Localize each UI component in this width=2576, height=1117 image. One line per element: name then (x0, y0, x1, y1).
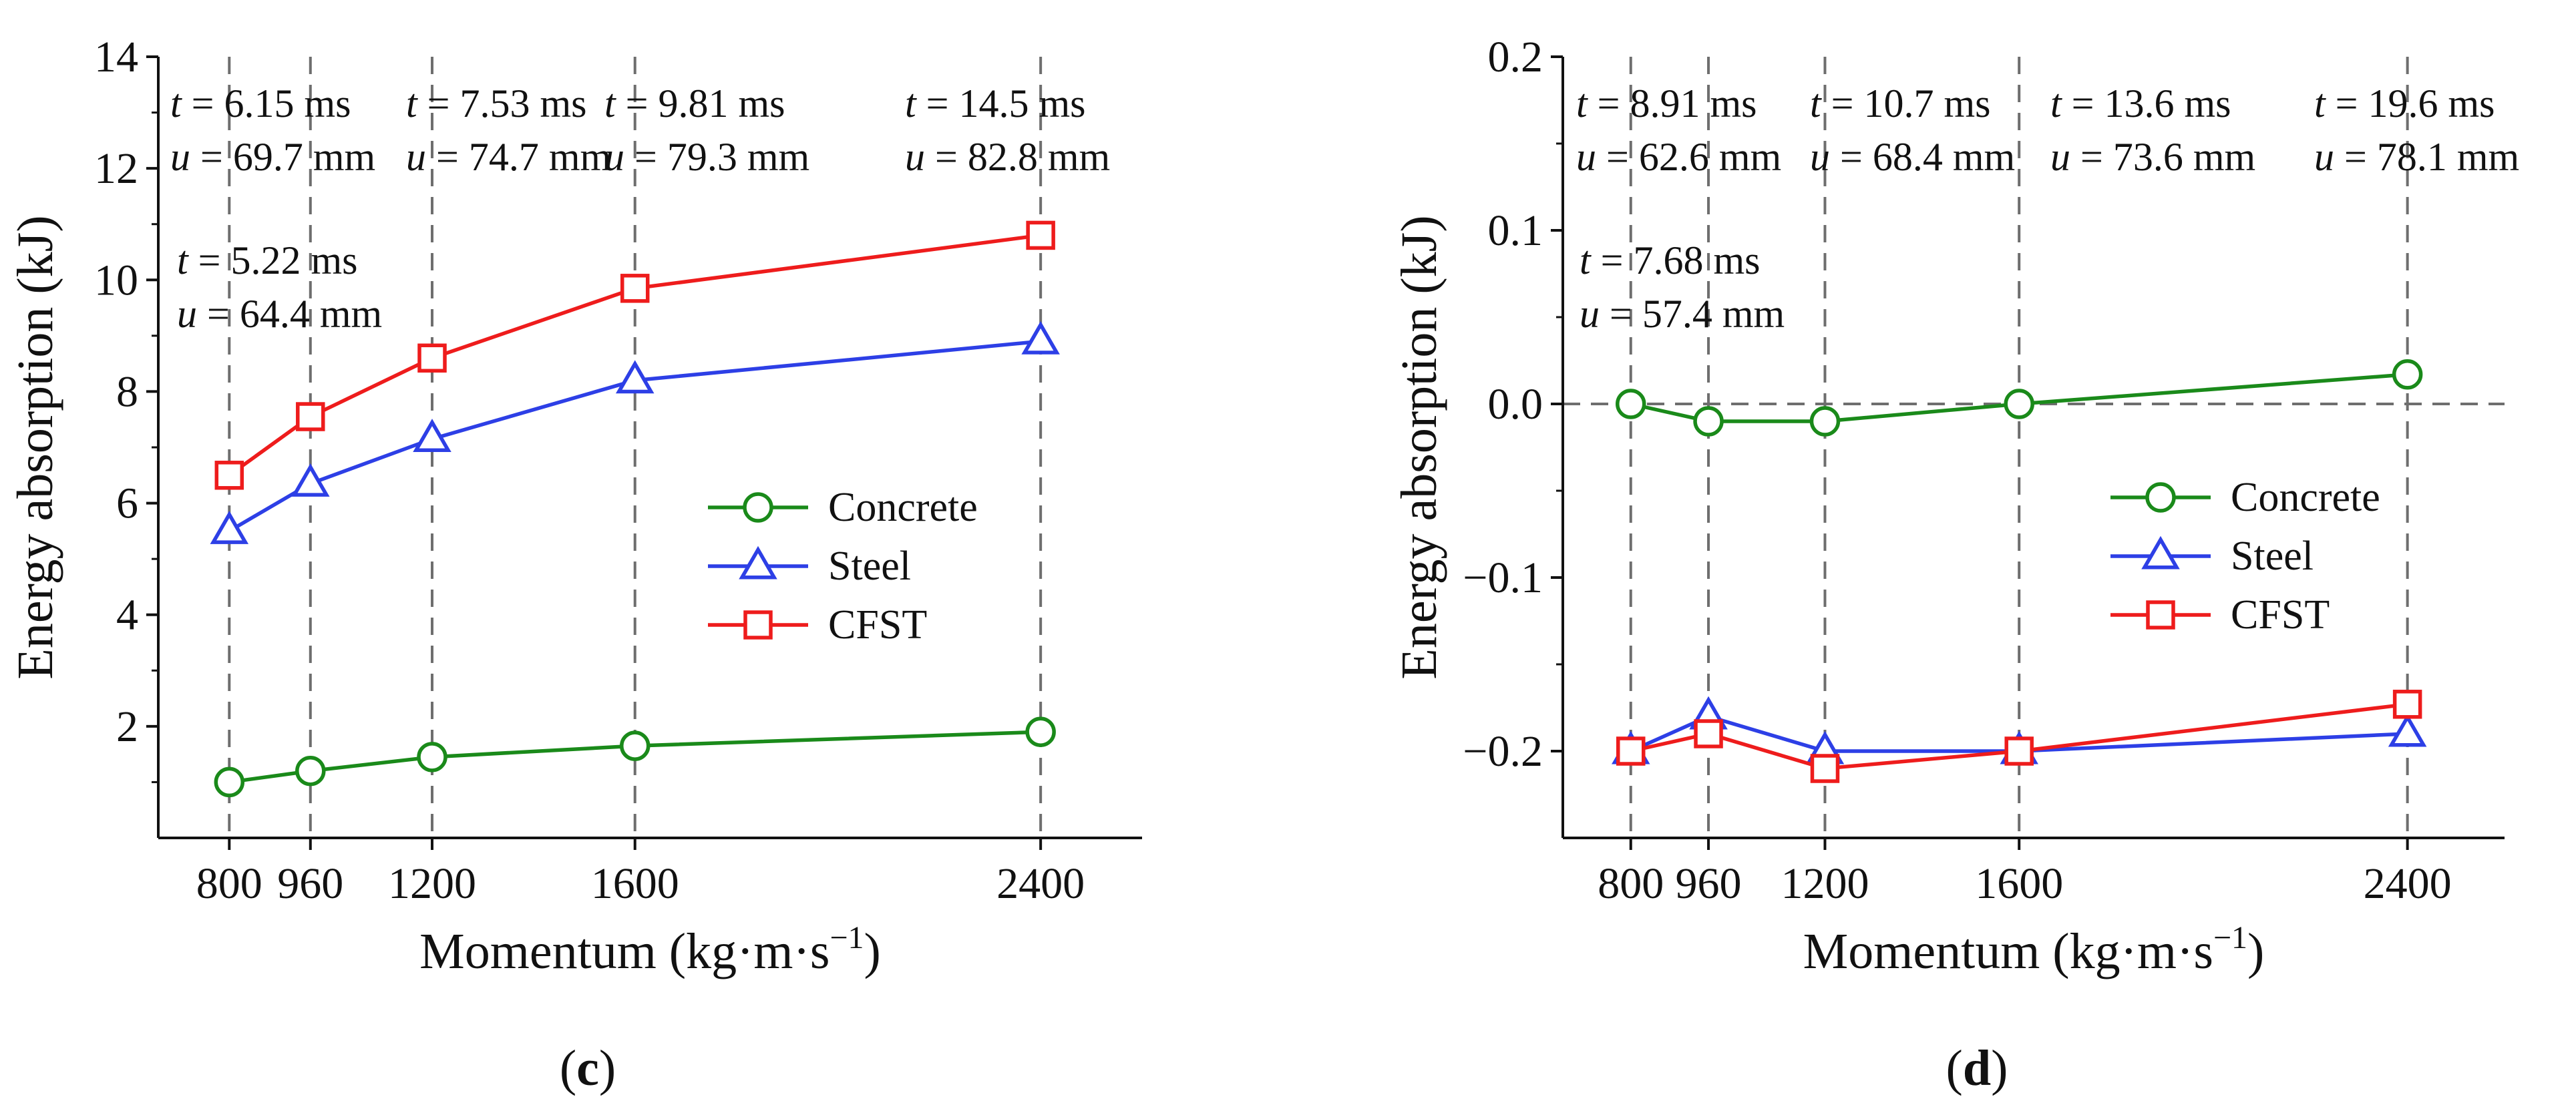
annotation-time: t = 19.6 ms (2314, 81, 2495, 126)
x-tick-label: 960 (277, 859, 343, 908)
data-point-cfst (1026, 220, 1055, 250)
annotation-time: t = 9.81 ms (604, 81, 785, 126)
y-tick-label: 10 (94, 256, 138, 304)
annotation-displacement: u = 82.8 mm (905, 135, 1110, 179)
annotation-displacement: u = 62.6 mm (1576, 135, 1781, 179)
panel-caption: (c) (560, 1040, 616, 1096)
annotation-time: t = 13.6 ms (2050, 81, 2231, 126)
data-point-cfst (1694, 719, 1723, 748)
x-tick-label: 800 (196, 859, 262, 908)
annotation-displacement: u = 73.6 mm (2050, 135, 2255, 179)
data-point-cfst (2004, 736, 2034, 766)
chart-panel-c: 2 4 6 8 10 12 14 800 960 1200 1600 2400 Momentum (kg… (7, 33, 1142, 1096)
data-point-concrete (417, 742, 447, 772)
legend-label-steel: Steel (828, 543, 911, 589)
data-point-cfst (620, 274, 650, 303)
annotation-time: t = 14.5 ms (905, 81, 1086, 126)
y-tick-label: 2 (116, 702, 138, 751)
panel-caption: (d) (1946, 1040, 2008, 1096)
legend-label-concrete: Concrete (2231, 475, 2380, 520)
annotation-time: t = 6.15 ms (170, 81, 351, 126)
data-point-steel (210, 511, 249, 544)
legend-marker-concrete (2145, 482, 2176, 513)
y-tick-label: 0.2 (1488, 33, 1543, 81)
data-point-cfst (1810, 754, 1840, 783)
x-tick-label: 1600 (1975, 859, 2063, 908)
y-tick-label: 4 (116, 591, 138, 640)
annotation-displacement: u = 79.3 mm (604, 135, 809, 179)
data-point-steel (615, 360, 655, 394)
data-point-concrete (1809, 406, 1841, 437)
legend: Concrete Steel CFST (708, 485, 978, 648)
legend-marker-steel (2141, 535, 2180, 570)
legend-marker-cfst (2146, 600, 2175, 630)
legend-marker-cfst (743, 610, 773, 640)
y-tick-label: 0.0 (1488, 380, 1543, 429)
y-tick-label: 0.1 (1488, 206, 1543, 255)
data-point-cfst (417, 343, 447, 373)
annotation-time: t = 8.91 ms (1576, 81, 1757, 126)
annotation-displacement: u = 57.4 mm (1580, 292, 1785, 336)
legend: Concrete Steel CFST (2110, 475, 2380, 638)
annotation-displacement: u = 64.4 mm (177, 292, 382, 336)
x-tick-label: 2400 (2364, 859, 2452, 908)
annotation-displacement: u = 68.4 mm (1810, 135, 2015, 179)
y-axis-title: Energy absorption (kJ) (1391, 215, 1447, 679)
chart-panel-d: −0.2 −0.1 0.0 0.1 0.2 800 960 1200 1600 2400 Momen… (1391, 33, 2519, 1096)
y-tick-label: 12 (94, 144, 138, 193)
x-tick-label: 1200 (388, 859, 476, 908)
data-point-cfst (214, 461, 244, 490)
data-point-cfst (2392, 690, 2422, 719)
data-point-concrete (1616, 389, 1646, 419)
y-tick-label: 8 (116, 367, 138, 416)
x-tick-label: 1600 (591, 859, 679, 908)
data-point-concrete (2392, 359, 2423, 390)
y-tick-label: −0.2 (1463, 727, 1543, 776)
x-axis-title: Momentum (kg·m·s−1) (1803, 920, 2265, 979)
legend-marker-steel (739, 545, 777, 580)
data-point-concrete (2004, 389, 2034, 419)
y-tick-label: −0.1 (1463, 553, 1543, 602)
legend-label-cfst: CFST (2231, 592, 2330, 638)
legend-label-cfst: CFST (828, 602, 927, 648)
legend-marker-concrete (743, 492, 773, 523)
annotation-displacement: u = 69.7 mm (170, 135, 375, 179)
legend-label-concrete: Concrete (828, 485, 978, 530)
x-tick-label: 960 (1676, 859, 1742, 908)
data-point-cfst (296, 402, 325, 431)
legend-label-steel: Steel (2231, 533, 2314, 579)
annotation-time: t = 7.68 ms (1580, 238, 1761, 282)
data-point-steel (1021, 320, 1060, 355)
x-tick-label: 800 (1598, 859, 1664, 908)
data-point-concrete (1693, 406, 1724, 437)
data-point-cfst (1616, 736, 1646, 766)
annotation-time: t = 7.53 ms (406, 81, 587, 126)
data-point-concrete (1025, 716, 1056, 747)
y-axis-title: Energy absorption (kJ) (7, 215, 63, 679)
data-point-concrete (295, 755, 326, 787)
annotation-time: t = 10.7 ms (1810, 81, 1991, 126)
annotation-displacement: u = 74.7 mm (406, 135, 611, 179)
data-point-steel (291, 463, 330, 497)
data-point-steel (413, 419, 451, 453)
y-tick-label: 6 (116, 479, 138, 528)
annotation-time: t = 5.22 ms (177, 238, 358, 282)
data-point-concrete (214, 766, 245, 798)
x-tick-label: 2400 (996, 859, 1085, 908)
y-tick-label: 14 (94, 33, 138, 81)
annotation-displacement: u = 78.1 mm (2314, 135, 2519, 179)
data-point-steel (2388, 713, 2427, 747)
x-axis-title: Momentum (kg·m·s−1) (419, 920, 881, 979)
data-point-concrete (619, 730, 651, 761)
x-tick-label: 1200 (1781, 859, 1869, 908)
